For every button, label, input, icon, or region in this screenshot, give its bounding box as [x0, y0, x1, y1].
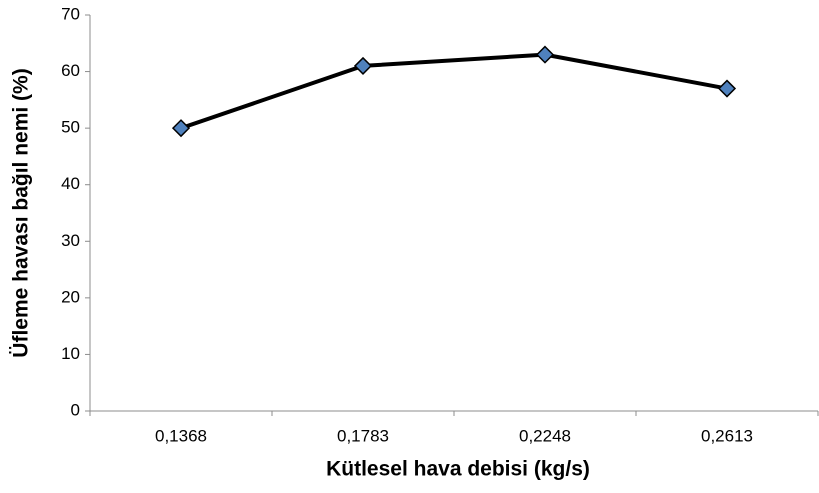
y-tick-label: 10: [61, 344, 80, 363]
y-tick-label: 60: [61, 61, 80, 80]
x-tick-label: 0,1368: [155, 426, 207, 445]
y-tick-label: 20: [61, 287, 80, 306]
data-marker: [535, 45, 555, 64]
y-tick-label: 30: [61, 231, 80, 250]
x-tick-label: 0,1783: [337, 426, 389, 445]
x-tick-label: 0,2248: [519, 426, 571, 445]
y-tick-label: 70: [61, 4, 80, 23]
x-axis-title: Kütlesel hava debisi (kg/s): [326, 458, 590, 481]
y-tick-label: 0: [71, 400, 80, 419]
data-line: [180, 52, 728, 131]
data-marker: [171, 119, 191, 138]
x-tick-label: 0,2613: [701, 426, 753, 445]
y-tick-label: 50: [61, 118, 80, 137]
data-marker: [353, 56, 373, 75]
y-axis-title: Üfleme havası bağıl nemi (%): [10, 68, 33, 357]
y-tick-label: 40: [61, 174, 80, 193]
data-marker: [717, 79, 737, 98]
